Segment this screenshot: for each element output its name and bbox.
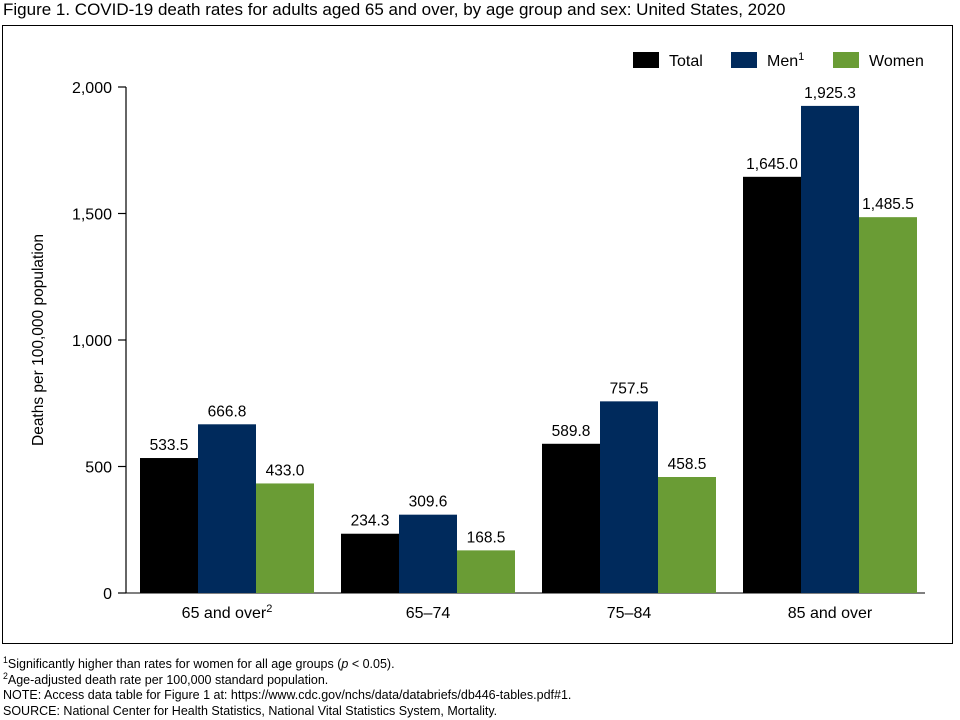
bar-women-4 [859, 217, 917, 593]
data-label: 1,645.0 [746, 156, 798, 173]
bar-total-3 [542, 443, 600, 593]
footnote-1: 1Significantly higher than rates for wom… [3, 654, 395, 671]
bar-chart: 0 500 1,000 1,500 2,000 Deaths per 100,000 po… [30, 51, 925, 622]
x-tick-label: 85 and over [788, 605, 873, 622]
data-label: 533.5 [150, 437, 189, 454]
y-axis-label: Deaths per 100,000 population [30, 234, 47, 446]
y-tick-label: 2,000 [72, 80, 112, 97]
bar-women-3 [658, 476, 716, 593]
source-line: SOURCE: National Center for Health Stati… [3, 703, 498, 718]
data-label: 458.5 [668, 456, 707, 473]
bar-total-2 [341, 533, 399, 593]
x-tick-label: 65 and over2 [182, 603, 273, 622]
data-label: 309.6 [409, 494, 448, 511]
x-tick-label: 65–74 [406, 605, 451, 622]
y-tick-label: 0 [103, 586, 112, 603]
bar-women-1 [256, 483, 314, 593]
bar-men-1 [198, 424, 256, 593]
legend-swatch-men [731, 52, 757, 68]
note-line: NOTE: Access data table for Figure 1 at:… [3, 688, 572, 702]
bar-total-4 [743, 176, 801, 593]
data-label: 234.3 [351, 513, 390, 530]
data-label: 1,925.3 [804, 85, 856, 102]
data-label: 757.5 [610, 380, 649, 397]
y-tick-label: 500 [85, 460, 112, 477]
data-label: 666.8 [208, 403, 247, 420]
legend-label-total: Total [669, 53, 703, 70]
bar-women-2 [457, 550, 515, 593]
legend-swatch-total [633, 52, 659, 68]
y-tick-label: 1,500 [72, 207, 112, 224]
chart-frame: 0 500 1,000 1,500 2,000 Deaths per 100,000 po… [2, 25, 953, 644]
data-label: 589.8 [552, 423, 591, 440]
figure-title: Figure 1. COVID-19 death rates for adult… [3, 0, 786, 19]
legend-swatch-women [833, 52, 859, 68]
legend-label-men: Men1 [767, 51, 804, 70]
footnote-2: 2Age-adjusted death rate per 100,000 sta… [3, 670, 329, 687]
bar-men-3 [600, 401, 658, 593]
bar-men-4 [801, 105, 859, 593]
data-label: 168.5 [467, 529, 506, 546]
bar-total-1 [140, 458, 198, 593]
data-label: 433.0 [266, 462, 305, 479]
x-tick-label: 75–84 [607, 605, 652, 622]
bar-men-2 [399, 514, 457, 593]
data-label: 1,485.5 [862, 196, 914, 213]
legend-label-women: Women [869, 53, 924, 70]
footnotes: 1Significantly higher than rates for wom… [3, 654, 572, 719]
y-tick-label: 1,000 [72, 333, 112, 350]
